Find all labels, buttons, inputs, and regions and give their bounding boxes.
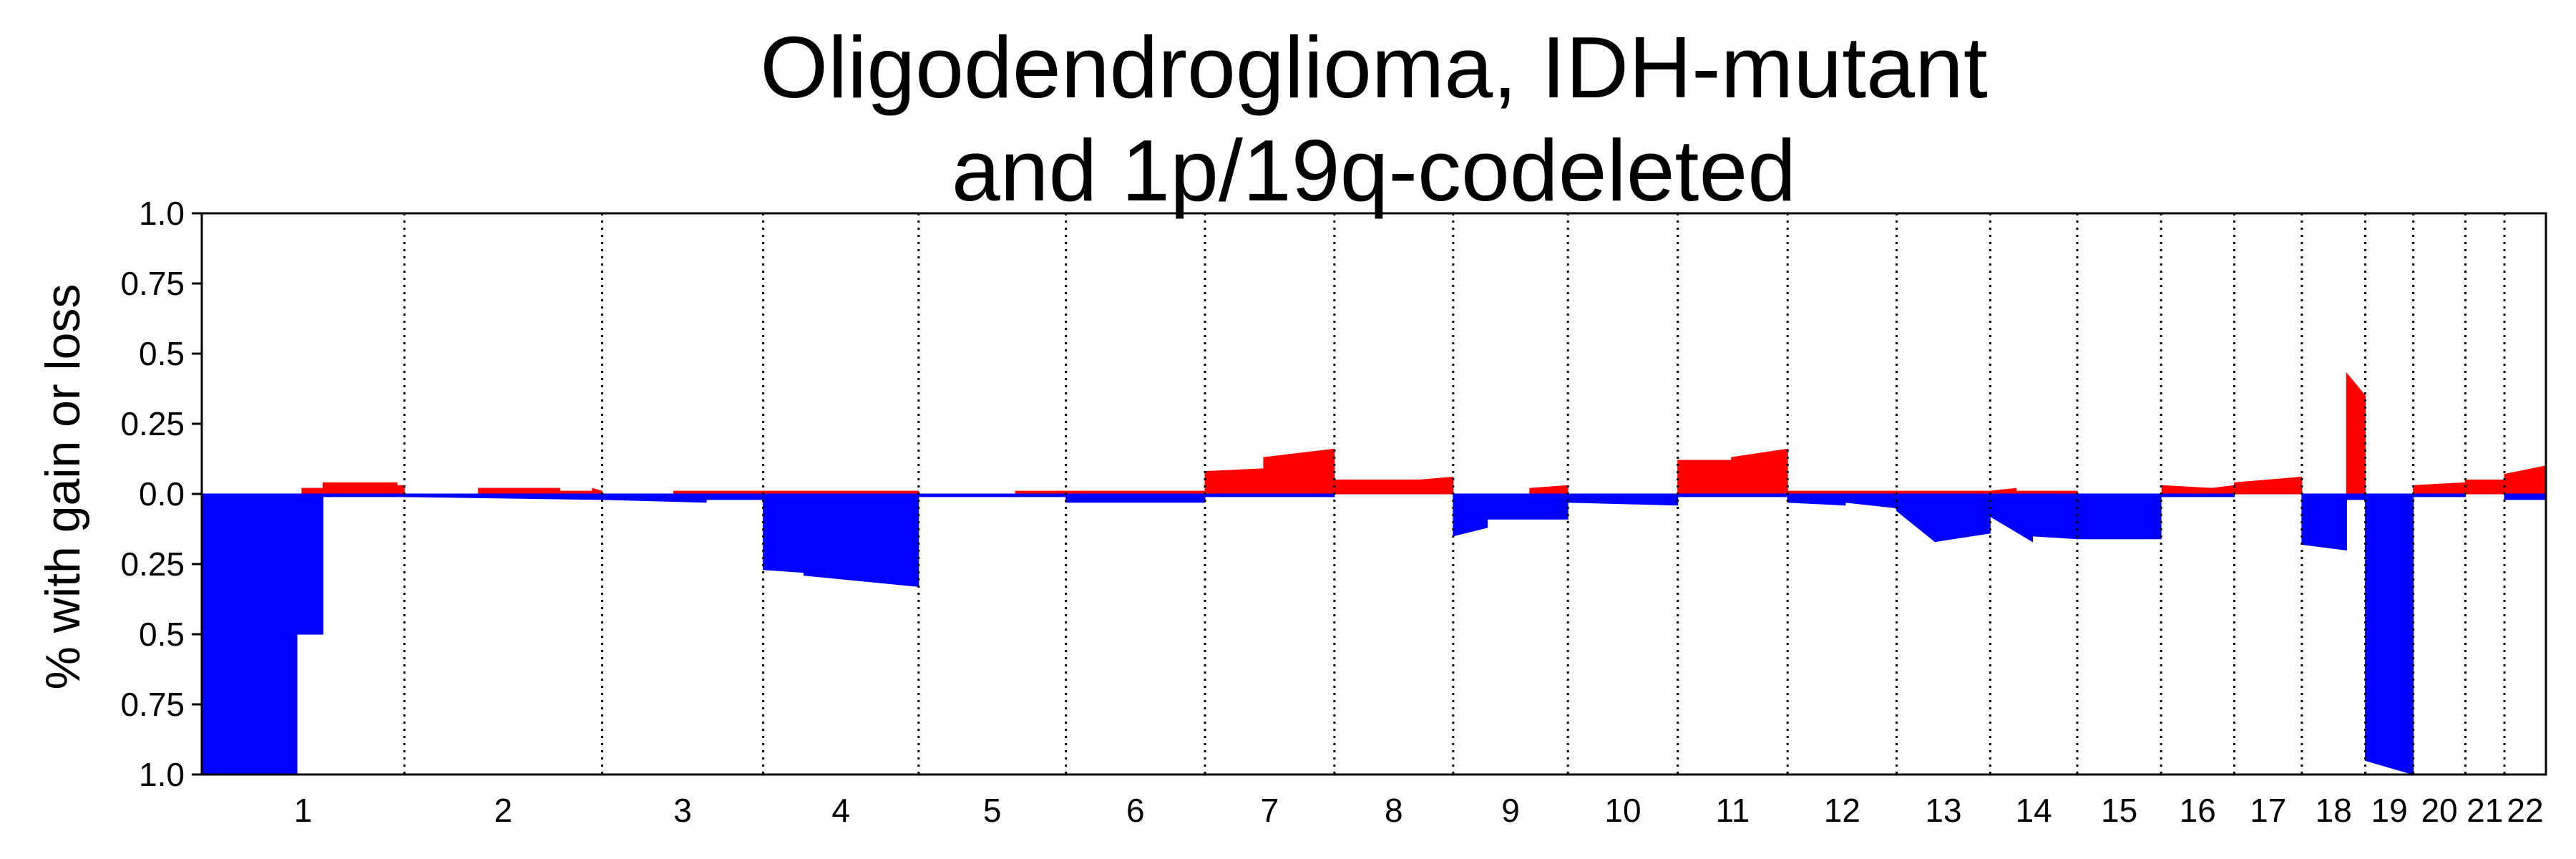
- chromosome-label: 1: [294, 792, 313, 829]
- chart-title: Oligodendroglioma, IDH-mutant and 1p/19q…: [760, 19, 1988, 219]
- chromosome-label: 3: [673, 792, 692, 829]
- chromosome-label: 2: [494, 792, 513, 829]
- chromosome-label: 12: [1824, 792, 1860, 829]
- gain-segment: [1787, 490, 1898, 495]
- gain-segment: [1529, 485, 1568, 495]
- y-tick-label: 0.75: [120, 686, 185, 723]
- gain-segment: [2233, 476, 2303, 495]
- gain-segment: [1677, 460, 1732, 495]
- gain-segment: [1065, 490, 1206, 495]
- chromosome-label: 10: [1604, 792, 1641, 829]
- gain-segment: [2016, 490, 2078, 495]
- loss-segment: [1989, 493, 2033, 543]
- loss-segment: [1896, 493, 1936, 543]
- loss-segment: [1845, 493, 1898, 509]
- gain-segment: [1204, 468, 1264, 495]
- loss-segment: [1487, 493, 1568, 520]
- loss-segment: [1934, 493, 1991, 543]
- chromosome-label: 13: [1925, 792, 1961, 829]
- gain-segment: [559, 490, 593, 495]
- chromosome-label: 7: [1261, 792, 1279, 829]
- y-tick-label: 0.0: [139, 475, 185, 513]
- gain-segment: [763, 490, 919, 495]
- chromosome-label: 6: [1126, 792, 1145, 829]
- chromosome-label: 18: [2316, 792, 2352, 829]
- y-tick-label: 0.25: [120, 405, 185, 442]
- gain-segment: [1263, 448, 1335, 495]
- loss-segment: [2160, 493, 2235, 498]
- loss-segment: [2346, 493, 2366, 500]
- y-tick-label: 1.0: [139, 195, 185, 232]
- loss-segment: [2077, 493, 2162, 540]
- loss-segment: [1453, 493, 1488, 537]
- loss-segment: [1065, 493, 1206, 503]
- loss-segment: [601, 493, 707, 503]
- chromosome-label: 5: [983, 792, 1002, 829]
- loss-segment: [2031, 493, 2078, 540]
- loss-segment: [2504, 493, 2547, 500]
- chromosome-label: 22: [2507, 792, 2543, 829]
- chromosome-label: 16: [2180, 792, 2216, 829]
- gain-segment: [478, 487, 560, 495]
- gain-segment: [1334, 479, 1420, 495]
- gain-segment: [1896, 490, 1991, 495]
- gain-segment: [301, 487, 323, 495]
- loss-segment: [2365, 493, 2414, 775]
- loss-segment: [404, 493, 602, 500]
- chromosome-label: 15: [2101, 792, 2137, 829]
- gain-segment: [592, 487, 602, 495]
- gain-segment: [1731, 448, 1788, 495]
- loss-segment: [1567, 493, 1679, 506]
- chromosome-label: 14: [2016, 792, 2052, 829]
- gain-segment: [396, 485, 405, 495]
- gain-segment: [2413, 482, 2466, 495]
- y-tick-label: 0.5: [139, 335, 185, 372]
- loss-segment: [706, 493, 764, 500]
- chromosome-label: 21: [2467, 792, 2503, 829]
- gain-segment: [673, 490, 764, 495]
- gain-segment: [2346, 372, 2366, 495]
- chromosome-label: 17: [2250, 792, 2286, 829]
- loss-segment: [296, 493, 323, 635]
- y-tick-label: 0.5: [139, 616, 185, 653]
- plot-frame: [200, 212, 2547, 776]
- loss-segment: [2413, 493, 2466, 498]
- gain-segment: [2161, 485, 2212, 495]
- loss-segment: [1677, 493, 1788, 498]
- gain-segment: [322, 482, 398, 495]
- chromosome-label: 9: [1501, 792, 1520, 829]
- gain-segment: [1989, 487, 2017, 495]
- chromosome-label: 20: [2421, 792, 2457, 829]
- loss-segment: [1204, 493, 1335, 498]
- loss-segment: [2301, 493, 2347, 550]
- chromosome-label: 8: [1385, 792, 1403, 829]
- loss-segment: [918, 493, 1067, 498]
- gain-segment: [2211, 485, 2235, 495]
- chromosome-label: 11: [1716, 792, 1750, 829]
- loss-segment: [763, 493, 804, 573]
- loss-segment: [322, 493, 405, 498]
- y-tick-label: 0.75: [120, 265, 185, 302]
- chromosome-label: 4: [831, 792, 850, 829]
- gain-segment: [1419, 476, 1454, 495]
- y-tick-label: 1.0: [139, 756, 185, 793]
- gain-segment: [2504, 465, 2547, 495]
- gain-segment: [2464, 479, 2505, 495]
- chromosome-label: 19: [2371, 792, 2408, 829]
- gain-segment: [1015, 490, 1067, 495]
- loss-segment: [1787, 493, 1846, 506]
- y-tick-label: 0.25: [120, 545, 185, 583]
- loss-segment: [803, 493, 919, 587]
- loss-segment: [201, 493, 298, 775]
